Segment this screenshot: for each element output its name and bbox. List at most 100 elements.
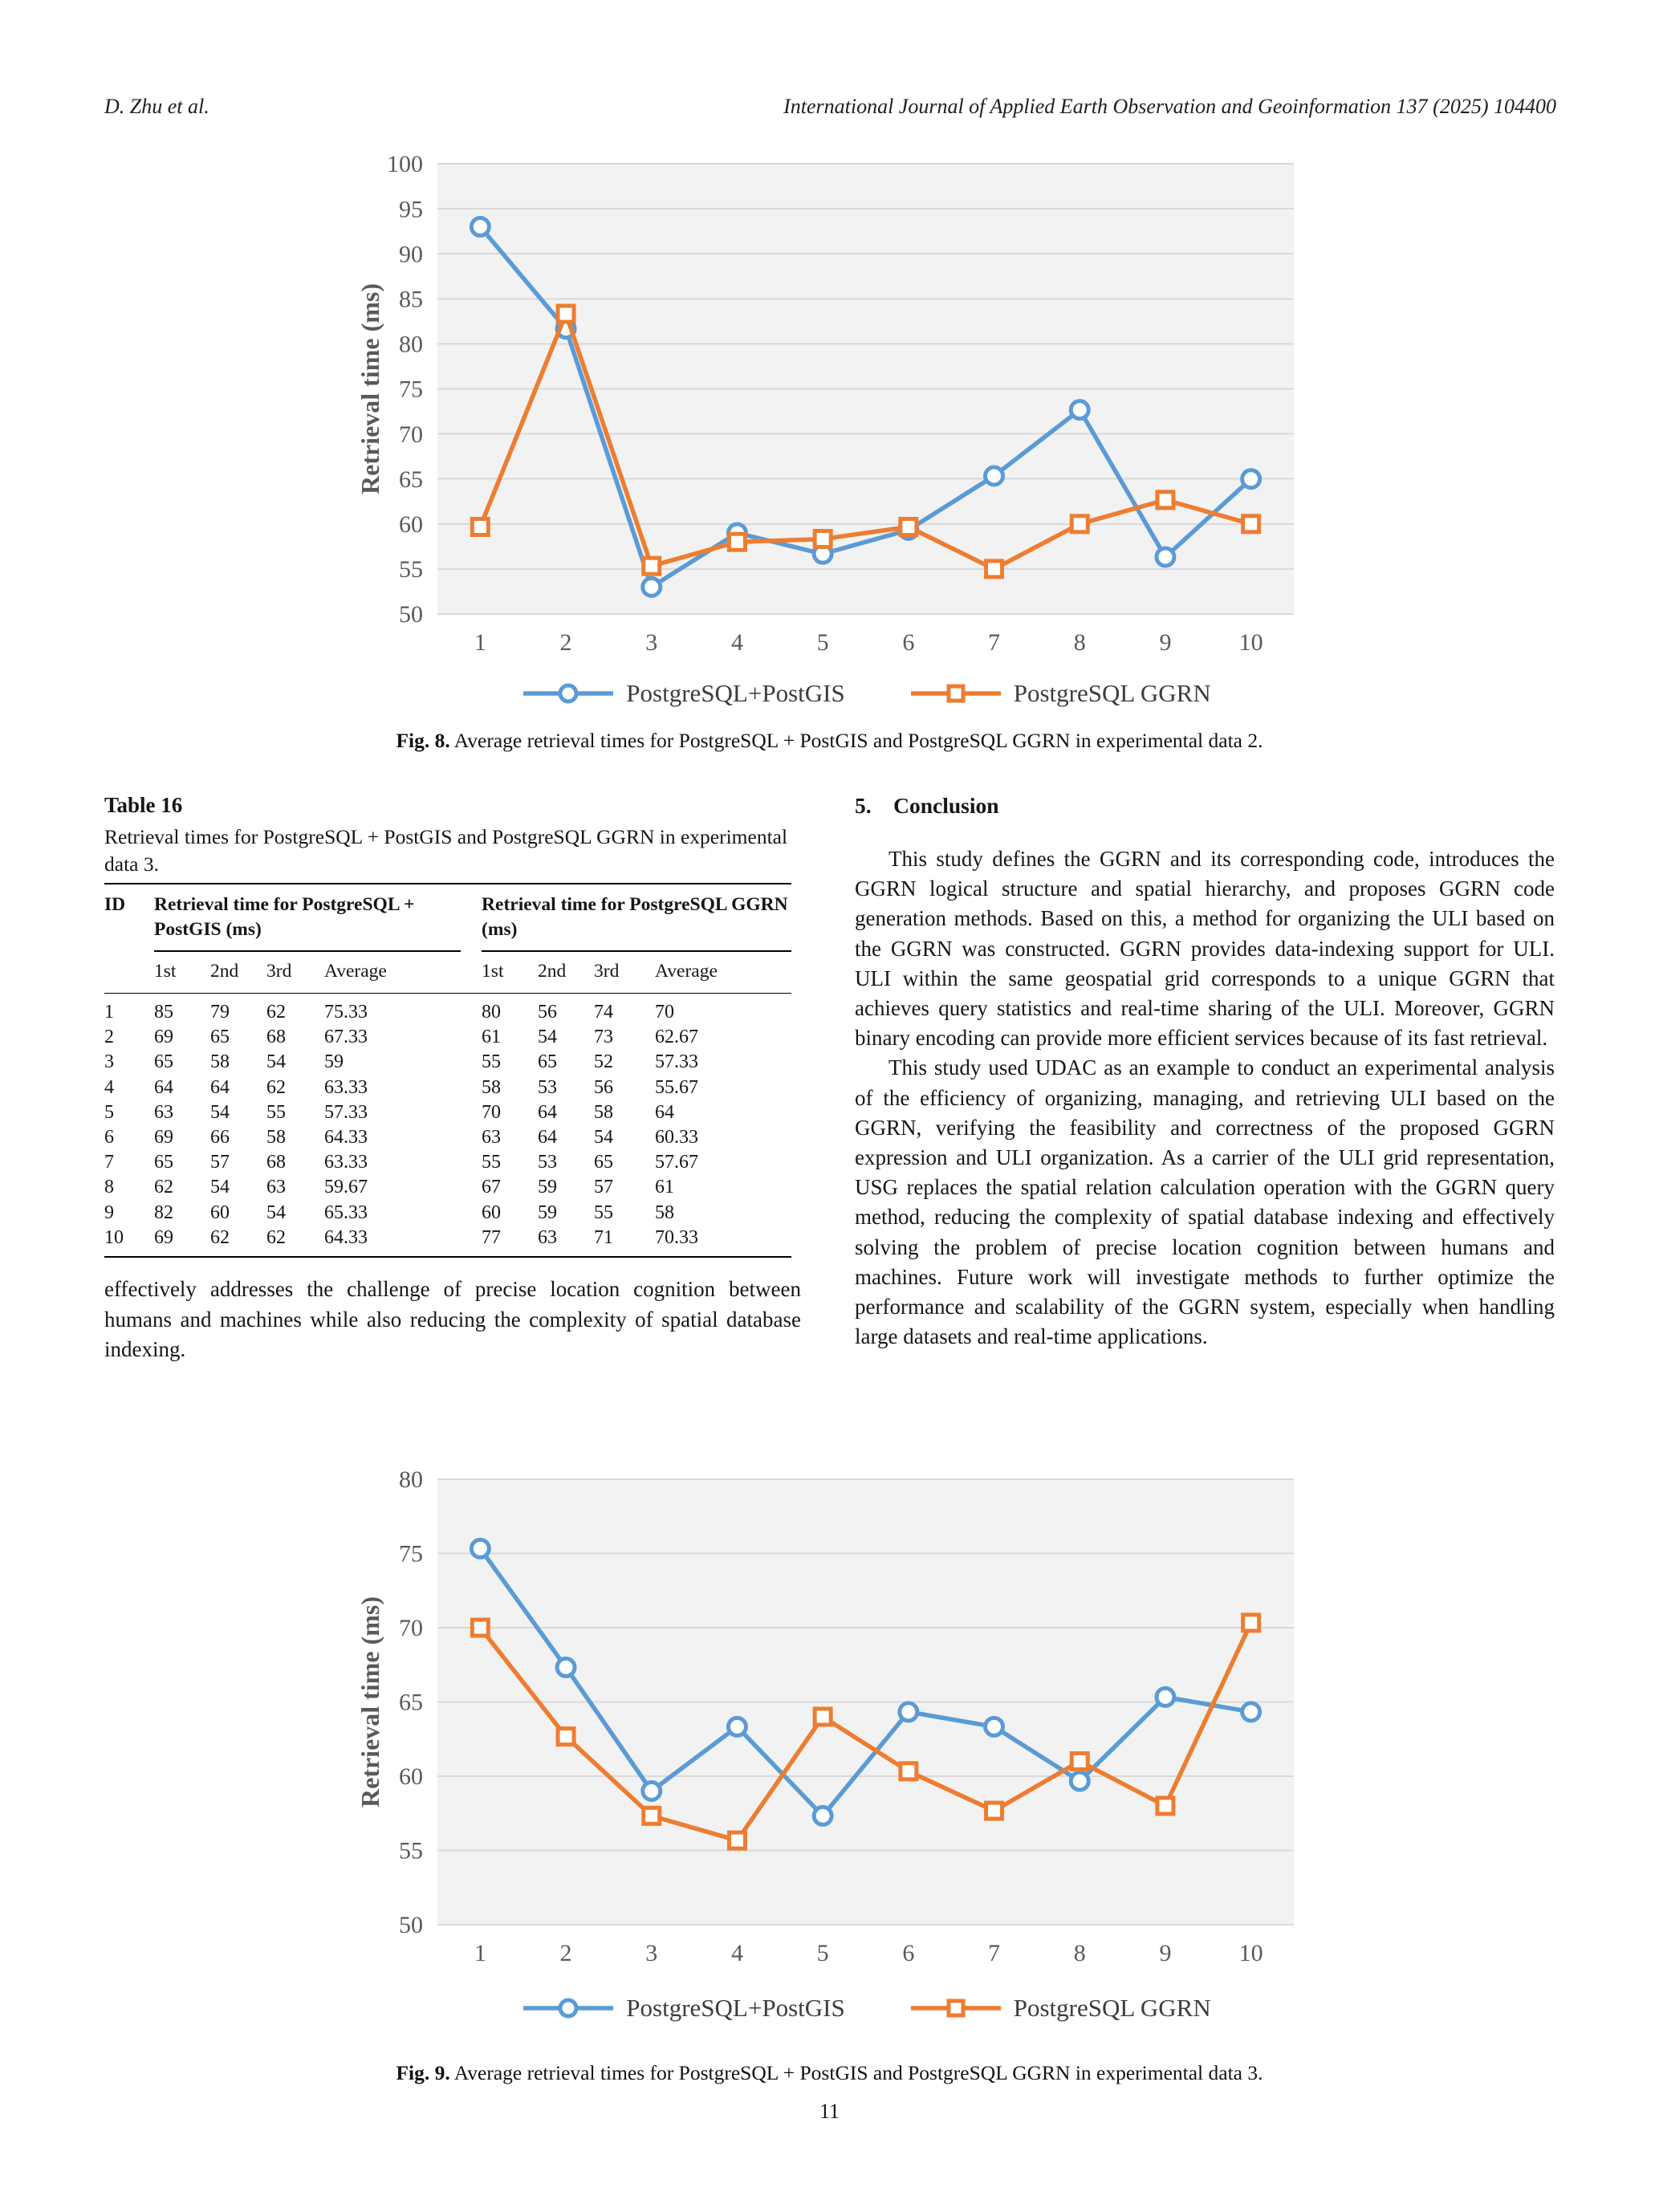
data-point-marker <box>469 1537 491 1559</box>
y-tick-label: 70 <box>399 421 423 448</box>
data-point-marker <box>983 1715 1006 1738</box>
table-cell: 56 <box>538 1002 558 1023</box>
cell-spacer <box>461 1150 482 1175</box>
cell-spacer <box>461 1025 482 1050</box>
table-cell: 64 <box>154 1076 173 1098</box>
table-cell: 62 <box>154 1177 173 1198</box>
x-tick-label: 7 <box>988 1940 1000 1966</box>
data-point-marker <box>555 303 576 324</box>
x-tick-label: 5 <box>817 629 829 656</box>
x-tick-label: 1 <box>474 629 486 656</box>
legend-item-ggrn: PostgreSQL GGRN <box>908 1994 1211 2023</box>
table-row: 10 69 62 62 64.33 77 63 71 70.33 <box>104 1225 791 1257</box>
table-cell: 71 <box>594 1226 614 1248</box>
table-cell: 59 <box>538 1177 558 1198</box>
x-tick-label: 5 <box>817 1940 829 1966</box>
data-point-marker <box>984 559 1005 579</box>
series-postgresql-ggrn <box>470 1612 1262 1851</box>
data-point-marker <box>470 517 490 538</box>
data-point-marker <box>1068 1770 1091 1792</box>
table-cell: 68 <box>266 1027 286 1048</box>
table-cell: 64 <box>655 1101 675 1123</box>
table-cell: 57.33 <box>324 1101 368 1123</box>
table-cell: 55 <box>594 1202 614 1223</box>
y-tick-label: 50 <box>399 1912 423 1938</box>
data-point-marker <box>946 684 966 703</box>
data-point-marker <box>812 529 833 550</box>
table-cell: 58 <box>266 1126 286 1148</box>
y-tick-label: 100 <box>387 151 423 177</box>
data-point-marker <box>811 1804 834 1827</box>
y-tick-label: 60 <box>399 511 423 538</box>
subheader-3rd: 3rd <box>594 951 656 994</box>
table-cell: 62 <box>266 1002 286 1023</box>
table-cell: 65 <box>154 1152 173 1173</box>
data-point-marker <box>640 1780 663 1802</box>
cell-spacer <box>461 1075 482 1100</box>
table-cell: 62.67 <box>655 1027 699 1048</box>
table-cell: 58 <box>594 1101 614 1123</box>
page-number: 11 <box>819 2100 840 2123</box>
table-cell: 63.33 <box>324 1152 368 1173</box>
table-cell: 60 <box>482 1202 502 1223</box>
table-cell: 74 <box>594 1002 614 1023</box>
cell-spacer <box>461 1100 482 1124</box>
x-tick-label: 9 <box>1159 629 1171 656</box>
legend-label: PostgreSQL GGRN <box>1013 1994 1211 2022</box>
column-group-postgis: Retrieval time for PostgreSQL + PostGIS … <box>154 884 462 952</box>
running-head-journal: International Journal of Applied Earth O… <box>783 95 1556 118</box>
table-cell: 63 <box>538 1226 558 1248</box>
legend-circle-marker-icon <box>523 1998 614 2019</box>
table-cell: 64 <box>538 1101 558 1123</box>
subheader-1st: 1st <box>482 951 539 994</box>
table-cell: 54 <box>210 1177 230 1198</box>
table-cell: 63 <box>482 1126 502 1148</box>
table16-label: Table 16 <box>104 793 183 817</box>
data-point-marker <box>898 517 919 538</box>
table-cell: 85 <box>154 1002 173 1023</box>
x-tick-label: 2 <box>560 1940 572 1966</box>
series-postgresql-postgis <box>469 1537 1263 1827</box>
x-tick-label: 3 <box>645 629 657 656</box>
table-cell: 58 <box>482 1076 502 1098</box>
data-point-marker <box>812 1706 833 1727</box>
fig8-line-chart: 50 55 60 65 70 75 80 85 90 95 100 1 2 3 4 5 6 7 8 9 10 Retrie… <box>356 151 1294 656</box>
table-cell: 63 <box>154 1101 173 1123</box>
data-point-marker <box>1155 490 1176 510</box>
table-cell: 73 <box>594 1027 614 1048</box>
table-cell: 53 <box>538 1076 558 1098</box>
table-cell: 55 <box>266 1101 286 1123</box>
data-point-marker <box>983 465 1006 487</box>
table-cell: 59 <box>538 1202 558 1223</box>
table-cell: 70.33 <box>655 1226 699 1248</box>
cell-spacer <box>461 994 482 1025</box>
x-tick-label: 1 <box>474 1940 486 1966</box>
column-header-id: ID <box>104 884 154 994</box>
table-cell: 62 <box>266 1226 286 1248</box>
x-tick-label: 10 <box>1239 1940 1263 1966</box>
table-cell: 2 <box>104 1027 114 1048</box>
column-group-ggrn: Retrieval time for PostgreSQL GGRN (ms) <box>482 884 792 952</box>
y-tick-label: 65 <box>399 1689 423 1716</box>
y-tick-label: 80 <box>399 331 423 358</box>
table16-body: 1 85 79 62 75.33 80 56 74 70 2 69 65 68 67.33 61 54 73 62… <box>104 994 791 1257</box>
y-tick-label: 75 <box>399 376 423 403</box>
fig9-line-chart: 50 55 60 65 70 75 80 1 2 3 4 5 6 7 8 9 10 Retrieval time … <box>356 1466 1294 1966</box>
section-heading-conclusion: 5. Conclusion <box>855 793 999 818</box>
table-row: 4 64 64 62 63.33 58 53 56 55.67 <box>104 1075 791 1100</box>
table-cell: 60 <box>210 1202 230 1223</box>
table-cell: 59 <box>324 1051 344 1073</box>
table-cell: 10 <box>104 1226 124 1248</box>
subheader-average: Average <box>324 951 462 994</box>
table-cell: 55 <box>482 1051 502 1073</box>
legend-item-ggrn: PostgreSQL GGRN <box>908 679 1211 708</box>
legend-square-marker-icon <box>910 1999 1001 2018</box>
table-cell: 65 <box>154 1051 173 1073</box>
x-tick-label: 4 <box>731 629 743 656</box>
fig9-caption: Fig. 9. Average retrieval times for Post… <box>0 2061 1659 2085</box>
table-cell: 60.33 <box>655 1126 699 1148</box>
conclusion-paragraph-2: This study used UDAC as an example to co… <box>855 1055 1555 1349</box>
data-point-marker <box>558 683 579 704</box>
x-tick-label: 8 <box>1074 629 1086 656</box>
data-point-marker <box>726 531 747 552</box>
